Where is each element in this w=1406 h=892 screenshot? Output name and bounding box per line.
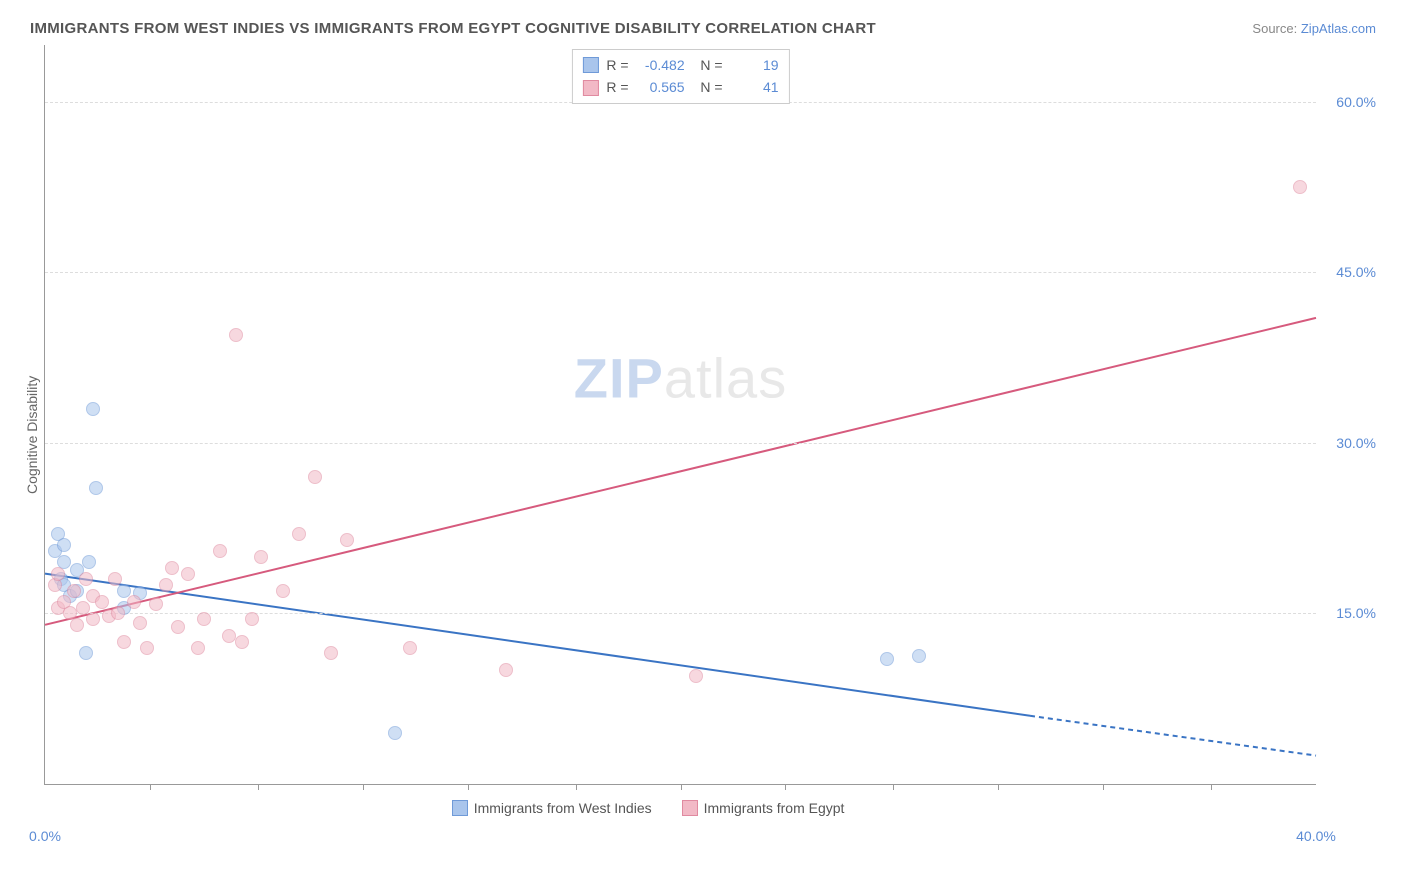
x-tick-mark — [785, 784, 786, 790]
plot-area: ZIPatlas R = -0.482 N = 19 R = 0.565 N =… — [44, 45, 1316, 785]
x-tick-mark — [258, 784, 259, 790]
legend-bottom: Immigrants from West Indies Immigrants fr… — [452, 800, 845, 816]
source-link[interactable]: ZipAtlas.com — [1301, 21, 1376, 36]
point-egypt — [111, 606, 125, 620]
legend-item: Immigrants from Egypt — [682, 800, 845, 816]
point-west-indies — [388, 726, 402, 740]
chart-title: IMMIGRANTS FROM WEST INDIES VS IMMIGRANT… — [30, 20, 876, 37]
point-egypt — [140, 641, 154, 655]
source-label: Source: — [1252, 21, 1297, 36]
point-egypt — [197, 612, 211, 626]
x-tick-label: 40.0% — [1296, 828, 1336, 844]
watermark: ZIPatlas — [574, 345, 787, 410]
point-west-indies — [79, 646, 93, 660]
point-egypt — [181, 567, 195, 581]
swatch-series2 — [582, 80, 598, 96]
point-egypt — [51, 567, 65, 581]
point-egypt — [689, 669, 703, 683]
legend-row-series2: R = 0.565 N = 41 — [582, 76, 778, 98]
point-egypt — [1293, 180, 1307, 194]
point-egypt — [235, 635, 249, 649]
point-egypt — [165, 561, 179, 575]
point-west-indies — [912, 649, 926, 663]
point-west-indies — [86, 402, 100, 416]
x-tick-mark — [893, 784, 894, 790]
plot-wrapper: Cognitive Disability ZIPatlas R = -0.482… — [20, 45, 1386, 825]
source-attribution: Source: ZipAtlas.com — [1252, 21, 1376, 36]
legend-swatch — [682, 800, 698, 816]
x-tick-mark — [681, 784, 682, 790]
point-egypt — [276, 584, 290, 598]
r-value-series1: -0.482 — [637, 54, 685, 76]
point-west-indies — [82, 555, 96, 569]
point-egypt — [133, 616, 147, 630]
x-tick-mark — [576, 784, 577, 790]
trend-line — [45, 318, 1316, 625]
point-west-indies — [57, 538, 71, 552]
point-egypt — [70, 618, 84, 632]
point-egypt — [308, 470, 322, 484]
point-egypt — [254, 550, 268, 564]
gridline-horizontal — [45, 613, 1316, 614]
watermark-bold: ZIP — [574, 346, 664, 409]
point-egypt — [67, 584, 81, 598]
point-egypt — [127, 595, 141, 609]
n-label: N = — [693, 76, 723, 98]
chart-container: IMMIGRANTS FROM WEST INDIES VS IMMIGRANT… — [20, 20, 1386, 872]
trend-line-dashed — [1030, 716, 1316, 756]
y-axis-label: Cognitive Disability — [20, 285, 44, 585]
n-label: N = — [693, 54, 723, 76]
x-tick-mark — [150, 784, 151, 790]
r-label: R = — [606, 54, 628, 76]
legend-correlation-box: R = -0.482 N = 19 R = 0.565 N = 41 — [571, 49, 789, 104]
y-tick-label: 60.0% — [1321, 94, 1376, 110]
point-west-indies — [89, 481, 103, 495]
x-tick-label: 0.0% — [29, 828, 61, 844]
point-egypt — [108, 572, 122, 586]
r-label: R = — [606, 76, 628, 98]
point-egypt — [171, 620, 185, 634]
point-egypt — [499, 663, 513, 677]
legend-label: Immigrants from Egypt — [704, 800, 845, 816]
point-egypt — [95, 595, 109, 609]
y-tick-label: 15.0% — [1321, 605, 1376, 621]
x-tick-mark — [363, 784, 364, 790]
legend-row-series1: R = -0.482 N = 19 — [582, 54, 778, 76]
legend-swatch — [452, 800, 468, 816]
n-value-series2: 41 — [731, 76, 779, 98]
x-tick-mark — [468, 784, 469, 790]
r-value-series2: 0.565 — [637, 76, 685, 98]
gridline-horizontal — [45, 443, 1316, 444]
point-egypt — [191, 641, 205, 655]
y-tick-label: 30.0% — [1321, 435, 1376, 451]
point-egypt — [79, 572, 93, 586]
point-west-indies — [880, 652, 894, 666]
point-egypt — [229, 328, 243, 342]
x-tick-mark — [1211, 784, 1212, 790]
point-egypt — [213, 544, 227, 558]
point-egypt — [340, 533, 354, 547]
y-tick-label: 45.0% — [1321, 264, 1376, 280]
watermark-rest: atlas — [664, 346, 787, 409]
trend-lines-layer — [45, 45, 1316, 784]
point-egypt — [117, 635, 131, 649]
point-egypt — [403, 641, 417, 655]
header-row: IMMIGRANTS FROM WEST INDIES VS IMMIGRANT… — [20, 20, 1386, 45]
point-egypt — [149, 597, 163, 611]
point-egypt — [159, 578, 173, 592]
gridline-horizontal — [45, 272, 1316, 273]
point-egypt — [292, 527, 306, 541]
x-tick-mark — [998, 784, 999, 790]
point-egypt — [86, 612, 100, 626]
legend-item: Immigrants from West Indies — [452, 800, 652, 816]
point-egypt — [245, 612, 259, 626]
swatch-series1 — [582, 57, 598, 73]
legend-label: Immigrants from West Indies — [474, 800, 652, 816]
point-egypt — [324, 646, 338, 660]
x-tick-mark — [1103, 784, 1104, 790]
n-value-series1: 19 — [731, 54, 779, 76]
